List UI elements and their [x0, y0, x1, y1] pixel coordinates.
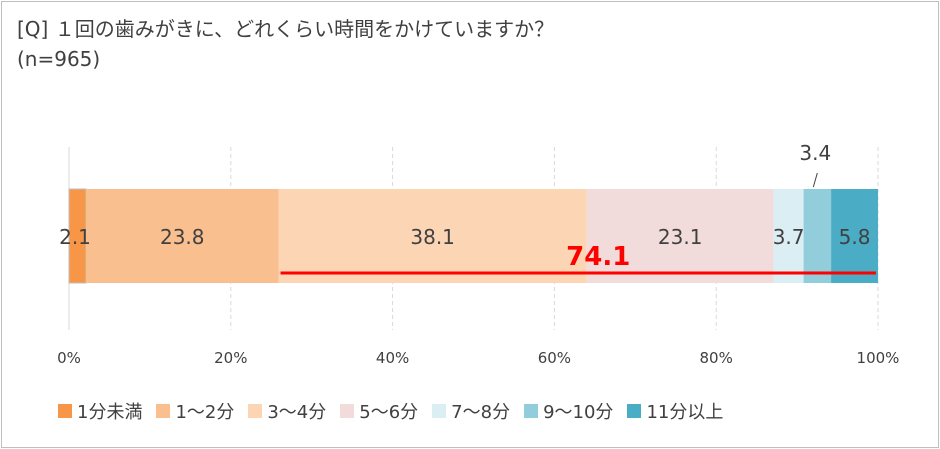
chart-legend: 1分未満 1～2分 3～4分 5～6分 7～8分 9～10分 11分以上 [58, 398, 737, 424]
chart-title-line1: [Q] １回の歯みがきに、どれくらい時間をかけていますか？ [17, 17, 555, 41]
bar-segment [831, 189, 878, 283]
x-tick-label: 0% [57, 349, 81, 367]
data-label: 3.7 [773, 225, 805, 249]
bar-segment [803, 189, 832, 283]
x-tick-label: 60% [538, 349, 571, 367]
x-tick-label: 100% [857, 349, 900, 367]
legend-label: 7～8分 [451, 402, 511, 423]
legend-item: 3～4分 [248, 398, 326, 424]
legend-swatch [432, 404, 447, 418]
data-label: 3.4 [799, 141, 831, 165]
chart-title: [Q] １回の歯みがきに、どれくらい時間をかけていますか？ (n=965) [17, 14, 554, 74]
bar-segment [586, 189, 774, 283]
x-tick-label: 20% [214, 349, 247, 367]
legend-item: 9～10分 [524, 398, 613, 424]
legend-label: 5～6分 [359, 402, 419, 423]
data-label-leader [812, 172, 818, 188]
data-label: 23.8 [160, 225, 205, 249]
legend-item: 11分以上 [627, 398, 723, 424]
chart-title-line2: (n=965) [17, 47, 101, 71]
legend-swatch [340, 404, 355, 418]
data-label: 5.8 [839, 225, 871, 249]
bar-segment [278, 189, 587, 283]
legend-label: 1～2分 [175, 402, 235, 423]
legend-item: 7～8分 [432, 398, 510, 424]
data-label: 38.1 [410, 225, 455, 249]
legend-label: 3～4分 [267, 402, 327, 423]
legend-item: 1～2分 [156, 398, 234, 424]
legend-swatch [156, 404, 171, 418]
legend-label: 1分未満 [77, 402, 143, 423]
legend-label: 11分以上 [646, 402, 724, 423]
x-tick-label: 40% [376, 349, 409, 367]
legend-swatch [248, 404, 263, 418]
data-label: 2.1 [59, 225, 91, 249]
bar-segment [773, 189, 804, 283]
legend-swatch [627, 404, 642, 418]
legend-swatch [524, 404, 539, 418]
legend-item: 5～6分 [340, 398, 418, 424]
data-label: 23.1 [658, 225, 703, 249]
legend-swatch [58, 404, 72, 418]
bar-segment [85, 189, 279, 283]
legend-label: 9～10分 [543, 402, 614, 423]
annotation-label: 74.1 [566, 242, 630, 272]
x-tick-label: 80% [700, 349, 733, 367]
legend-item: 1分未満 [58, 398, 142, 424]
